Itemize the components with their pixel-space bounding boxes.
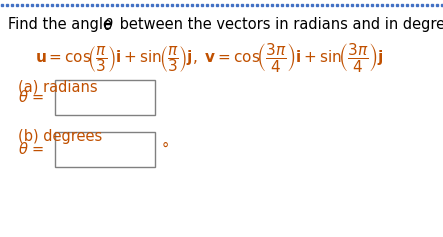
Bar [55, 80, 155, 115]
Text: °: ° [162, 141, 169, 156]
Text: $\theta$ =: $\theta$ = [18, 141, 44, 157]
Bar [55, 132, 155, 167]
Text: Find the angle: Find the angle [8, 17, 117, 32]
Text: (b) degrees: (b) degrees [18, 129, 102, 144]
Text: $\mathbf{u} = \mathrm{cos}\!\left(\dfrac{\pi}{3}\right)\mathbf{i} + \mathrm{sin}: $\mathbf{u} = \mathrm{cos}\!\left(\dfrac… [35, 41, 384, 74]
Text: $\theta$ =: $\theta$ = [18, 89, 44, 105]
Text: $\theta$: $\theta$ [103, 17, 114, 33]
Text: between the vectors in radians and in degrees.: between the vectors in radians and in de… [115, 17, 443, 32]
Text: (a) radians: (a) radians [18, 79, 97, 94]
